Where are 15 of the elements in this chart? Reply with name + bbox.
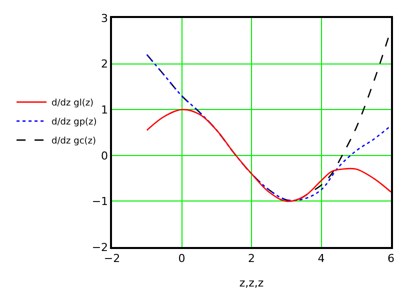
x-tick-label: 2	[248, 252, 255, 265]
x-tick-label: 0	[178, 252, 186, 265]
legend-label: d/dz gl(z)	[52, 98, 94, 109]
y-tick-label: 1	[101, 103, 108, 116]
x-axis-title: z,z,z	[239, 276, 264, 290]
x-tick-label: 6	[388, 252, 394, 265]
legend-label: d/dz gp(z)	[52, 118, 97, 128]
y-tick-label: 2	[101, 58, 108, 71]
y-tick-label: −2	[92, 240, 108, 254]
x-tick-label: 4	[318, 252, 325, 265]
legend-label: d/dz gc(z)	[52, 136, 96, 147]
y-tick-label: 3	[101, 12, 108, 25]
y-tick-label: −1	[92, 195, 108, 208]
y-tick-label: 0	[101, 149, 108, 162]
line-series	[146, 108, 391, 202]
